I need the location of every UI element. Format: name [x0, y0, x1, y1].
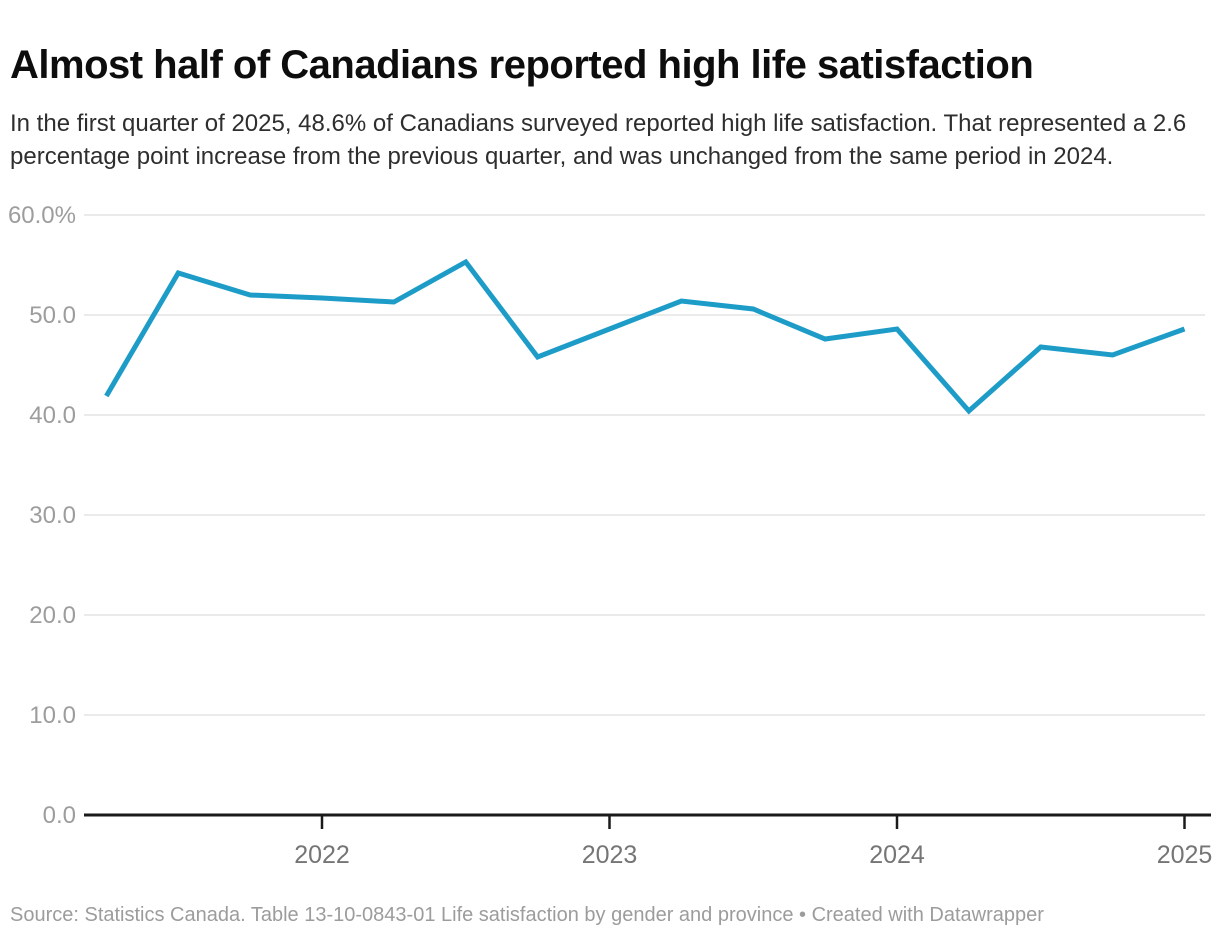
x-axis-tick-label: 2024 [869, 841, 925, 869]
x-axis-tick-label: 2023 [582, 841, 638, 869]
y-axis-tick-label: 60.0% [8, 202, 76, 229]
page-title: Almost half of Canadians reported high l… [10, 42, 1034, 87]
life-satisfaction-line [104, 258, 1186, 415]
y-axis-tick-label: 50.0 [29, 302, 76, 329]
x-axis-tick-label: 2022 [294, 841, 350, 869]
chart-description: In the first quarter of 2025, 48.6% of C… [10, 110, 1187, 170]
x-axis-tick-label: 2025 [1157, 841, 1213, 869]
y-axis-tick-label: 40.0 [29, 402, 76, 429]
y-axis-tick-label: 20.0 [29, 602, 76, 629]
y-axis-tick-label: 0.0 [43, 802, 76, 829]
y-axis-tick-label: 30.0 [29, 502, 76, 529]
y-axis-tick-label: 10.0 [29, 702, 76, 729]
source-attribution: Source: Statistics Canada. Table 13-10-0… [10, 904, 1044, 926]
